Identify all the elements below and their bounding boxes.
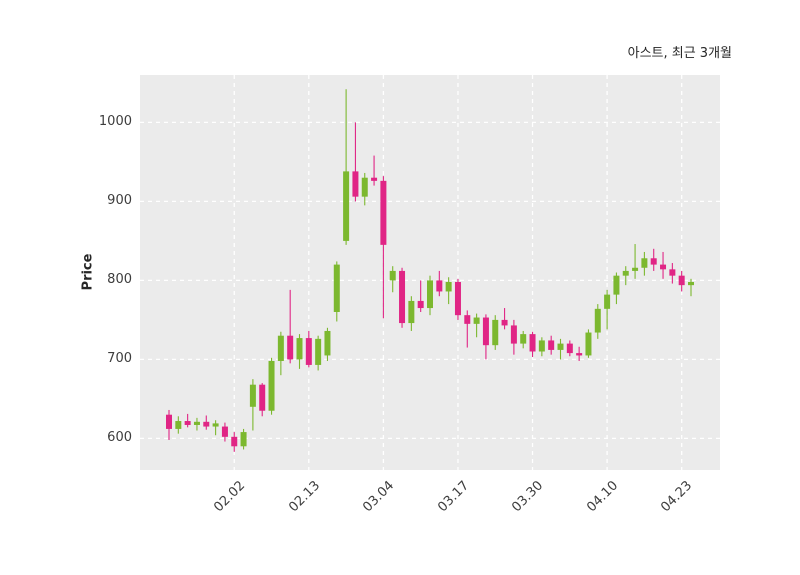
candle-body bbox=[641, 258, 648, 268]
x-tick-label: 03.30 bbox=[509, 478, 547, 516]
candle-body bbox=[315, 338, 322, 365]
candle-body bbox=[510, 325, 517, 344]
candle-body bbox=[473, 317, 480, 324]
candle-body bbox=[594, 308, 601, 333]
candle-body bbox=[557, 343, 564, 350]
candle-body bbox=[371, 177, 378, 181]
candle-body bbox=[520, 334, 527, 344]
candle-body bbox=[277, 335, 284, 361]
candle-body bbox=[678, 275, 685, 286]
x-tick-label: 04.10 bbox=[584, 478, 622, 516]
candle-body bbox=[650, 258, 657, 265]
y-tick-label: 900 bbox=[107, 193, 132, 209]
candle-body bbox=[632, 267, 639, 271]
candle-body bbox=[399, 270, 406, 324]
candle-body bbox=[296, 338, 303, 360]
candle-body bbox=[576, 353, 583, 356]
candle-body bbox=[380, 180, 387, 245]
candle-body bbox=[501, 319, 508, 326]
candle-body bbox=[445, 281, 452, 292]
x-tick-label: 03.04 bbox=[360, 478, 398, 516]
candle-body bbox=[240, 432, 247, 447]
candle-body bbox=[464, 315, 471, 324]
candle-body bbox=[166, 414, 172, 429]
candle-body bbox=[622, 270, 629, 276]
candle-body bbox=[259, 384, 266, 411]
candle-body bbox=[538, 340, 545, 352]
candle-body bbox=[454, 281, 461, 316]
candle-body bbox=[184, 421, 191, 425]
y-tick-label: 600 bbox=[107, 430, 132, 446]
candle-body bbox=[613, 275, 620, 295]
candle-body bbox=[231, 436, 238, 447]
y-tick-label: 800 bbox=[107, 272, 132, 288]
candle-body bbox=[175, 421, 182, 429]
candle-body bbox=[333, 264, 340, 312]
candle-body bbox=[249, 384, 256, 407]
candle-body bbox=[212, 423, 219, 427]
candle-body bbox=[408, 300, 415, 324]
candlestick-plot bbox=[140, 75, 720, 470]
y-tick-label: 1000 bbox=[98, 114, 132, 130]
x-tick-label: 02.13 bbox=[285, 478, 323, 516]
candle-body bbox=[688, 281, 694, 286]
candle-body bbox=[548, 340, 555, 350]
candle-body bbox=[492, 319, 499, 346]
candle-body bbox=[193, 421, 200, 425]
candle-body bbox=[221, 426, 228, 437]
candle-body bbox=[585, 332, 592, 356]
candle-body bbox=[343, 171, 350, 241]
candle-body bbox=[529, 334, 536, 352]
candle-body bbox=[660, 264, 667, 270]
x-tick-label: 03.17 bbox=[434, 478, 472, 516]
candle-body bbox=[417, 300, 424, 309]
chart-title: 아스트, 최근 3개월 bbox=[627, 46, 732, 61]
candle-body bbox=[427, 280, 433, 309]
candle-body bbox=[203, 421, 210, 427]
x-tick-label: 02.02 bbox=[211, 478, 249, 516]
candle-body bbox=[287, 335, 294, 360]
x-tick-label: 04.23 bbox=[658, 478, 696, 516]
candle-body bbox=[669, 269, 676, 276]
candle-body bbox=[324, 330, 331, 356]
candle-body bbox=[604, 294, 611, 309]
candle-body bbox=[482, 317, 489, 346]
y-tick-label: 700 bbox=[107, 351, 132, 367]
candle-body bbox=[268, 360, 275, 411]
candle-body bbox=[436, 280, 443, 292]
candle-body bbox=[305, 338, 312, 365]
candle-body bbox=[352, 171, 359, 197]
candle-body bbox=[361, 177, 368, 197]
plot-background bbox=[140, 75, 720, 470]
candle-body bbox=[566, 343, 573, 354]
candle-body bbox=[389, 270, 396, 281]
